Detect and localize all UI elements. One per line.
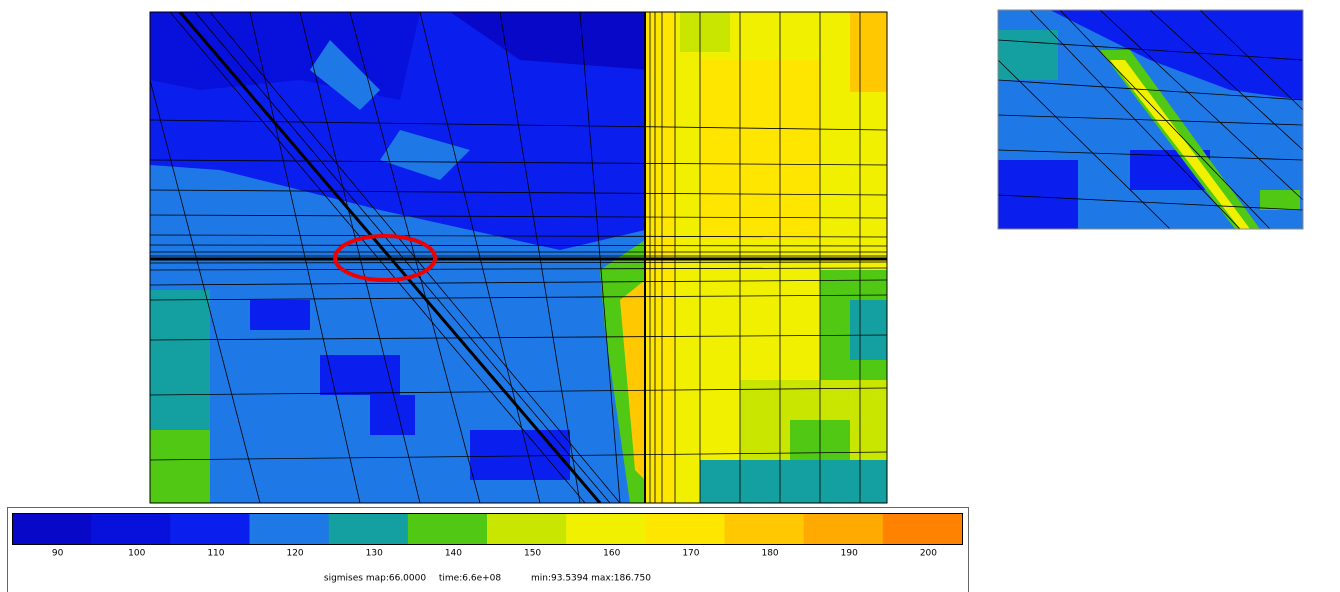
colorbar-swatch: [645, 513, 725, 545]
colorbar-swatch: [328, 513, 409, 545]
colorbar-swatch: [407, 513, 488, 545]
colorbar-swatch: [803, 513, 884, 545]
colorbar-swatch: [882, 513, 963, 545]
colorbar-tick-label: 90: [52, 549, 64, 559]
colorbar-tick-label: 100: [128, 549, 145, 559]
zoom-frame: [997, 9, 1304, 230]
colorbar-swatch: [249, 513, 330, 545]
colorbar-swatch: [170, 513, 250, 545]
colorbar-tick-label: 130: [366, 549, 383, 559]
colorbar-tick-label: 120: [286, 549, 303, 559]
zoom-view: [998, 10, 1303, 229]
colorbar-swatch: [487, 513, 567, 545]
colorbar-tick-label: 150: [524, 549, 541, 559]
colorbar-swatch: [724, 513, 805, 545]
colorbar-tick-label: 140: [445, 549, 462, 559]
highlight-ellipse: [333, 234, 437, 282]
field-view: [150, 12, 887, 503]
colorbar-tick-label: 180: [761, 549, 778, 559]
colorbar-tick-label: 200: [920, 549, 937, 559]
footer-map: sigmises map:66.0000: [324, 574, 426, 584]
footer-range: min:93.5394 max:186.750: [531, 574, 651, 584]
colorbar-tick-label: 160: [603, 549, 620, 559]
colorbar: 90 100 110 120 130 140 150 160 170 180 190 200: [12, 513, 963, 559]
colorbar-tick-label: 190: [841, 549, 858, 559]
footer-time: time:6.6e+08: [439, 574, 501, 584]
colorbar-swatch: [91, 513, 171, 545]
colorbar-swatch: [566, 513, 646, 545]
colorbar-swatch: [12, 513, 92, 545]
colorbar-tick-label: 170: [682, 549, 699, 559]
colorbar-frame: [12, 513, 963, 545]
field-frame: [149, 11, 888, 504]
colorbar-tick-label: 110: [207, 549, 224, 559]
